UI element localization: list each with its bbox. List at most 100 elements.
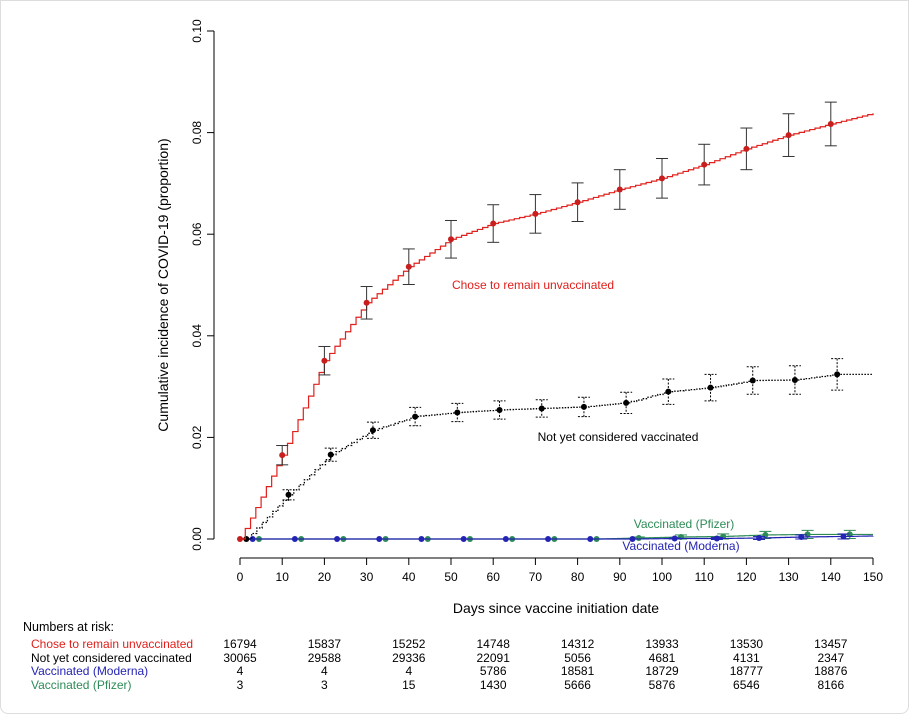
risk-count: 1430 bbox=[479, 677, 507, 692]
risk-row-label: Vaccinated (Moderna) bbox=[31, 664, 149, 678]
data-point bbox=[334, 536, 341, 542]
data-point bbox=[285, 491, 292, 498]
data-point bbox=[279, 452, 286, 459]
risk-count: 14748 bbox=[476, 637, 510, 651]
x-tick-label: 40 bbox=[402, 570, 416, 584]
data-point bbox=[749, 377, 756, 384]
risk-table-title: Numbers at risk: bbox=[23, 620, 114, 634]
data-point bbox=[363, 299, 370, 306]
data-point bbox=[665, 388, 672, 395]
risk-count: 4 bbox=[321, 664, 328, 678]
data-point bbox=[545, 536, 552, 542]
data-point bbox=[376, 536, 383, 542]
risk-count: 4131 bbox=[733, 650, 760, 665]
risk-count: 15 bbox=[402, 677, 416, 692]
x-tick-label: 50 bbox=[444, 570, 458, 584]
risk-count: 13933 bbox=[645, 637, 679, 651]
x-tick-label: 100 bbox=[652, 570, 672, 584]
y-tick-label: 0.08 bbox=[190, 121, 204, 145]
risk-count: 16794 bbox=[223, 637, 257, 651]
data-point bbox=[762, 531, 769, 538]
x-tick-label: 140 bbox=[821, 570, 841, 584]
data-point bbox=[454, 409, 461, 416]
data-point bbox=[791, 376, 798, 383]
data-point bbox=[743, 145, 750, 152]
data-point bbox=[502, 536, 509, 542]
risk-count: 15252 bbox=[392, 637, 426, 651]
risk-count: 22091 bbox=[476, 650, 510, 665]
risk-count: 5666 bbox=[564, 677, 591, 692]
risk-count: 5056 bbox=[564, 650, 591, 665]
data-point bbox=[616, 186, 623, 193]
x-tick-label: 110 bbox=[695, 570, 714, 584]
data-point bbox=[538, 405, 545, 412]
x-tick-label: 120 bbox=[736, 570, 756, 584]
risk-count: 5876 bbox=[648, 677, 676, 692]
risk-row-label: Not yet considered vaccinated bbox=[31, 650, 192, 665]
risk-count: 4 bbox=[236, 664, 244, 678]
data-point bbox=[291, 536, 298, 542]
risk-count: 13530 bbox=[729, 637, 764, 651]
x-tick-label: 10 bbox=[276, 570, 290, 584]
data-point bbox=[713, 535, 720, 542]
risk-count: 18876 bbox=[814, 664, 848, 678]
data-point bbox=[629, 536, 636, 542]
series-markers-3 bbox=[255, 529, 856, 542]
risk-count: 18581 bbox=[560, 664, 595, 678]
data-point bbox=[798, 533, 805, 540]
risk-count: 15837 bbox=[307, 637, 342, 651]
data-point bbox=[701, 161, 708, 168]
risk-count: 14312 bbox=[560, 637, 595, 651]
data-point bbox=[804, 531, 811, 538]
data-point bbox=[834, 371, 841, 378]
series-markers-0 bbox=[237, 101, 837, 542]
data-point bbox=[671, 535, 678, 542]
y-tick-label: 0.02 bbox=[190, 425, 204, 449]
risk-row-label: Chose to remain unvaccinated bbox=[31, 637, 194, 651]
x-axis-label: Days since vaccine initiation date bbox=[453, 600, 659, 616]
risk-count: 4681 bbox=[648, 650, 676, 665]
x-tick-label: 20 bbox=[318, 570, 332, 584]
x-tick-label: 0 bbox=[237, 570, 244, 584]
data-point bbox=[707, 384, 714, 391]
risk-count: 29588 bbox=[307, 650, 342, 665]
data-point bbox=[327, 451, 334, 458]
data-point bbox=[249, 536, 256, 542]
data-point bbox=[756, 534, 763, 541]
data-point bbox=[321, 357, 328, 364]
series-annotation: Not yet considered vaccinated bbox=[538, 430, 699, 444]
data-point bbox=[580, 403, 587, 410]
series-annotation: Vaccinated (Pfizer) bbox=[634, 517, 734, 531]
data-point bbox=[448, 236, 454, 243]
data-point bbox=[369, 427, 376, 434]
x-tick-label: 130 bbox=[779, 570, 799, 584]
y-axis-label: Cumulative incidence of COVID-19 (propor… bbox=[155, 138, 171, 431]
data-point bbox=[405, 263, 412, 270]
series-line-1 bbox=[240, 373, 873, 540]
data-point bbox=[623, 399, 630, 406]
y-tick-label: 0.00 bbox=[190, 527, 204, 551]
risk-count: 29336 bbox=[392, 650, 426, 665]
data-point bbox=[827, 120, 834, 127]
risk-count: 2347 bbox=[817, 650, 845, 665]
risk-count: 5786 bbox=[479, 664, 507, 678]
x-tick-label: 30 bbox=[360, 570, 374, 584]
x-tick-label: 150 bbox=[863, 570, 883, 584]
series-line-0 bbox=[240, 113, 874, 540]
cumulative-incidence-chart: 0.00 0.02 0.04 0.06 0.08 0.10 0 10 20 30 40 50 60 70 8… bbox=[155, 19, 883, 616]
x-tick-label: 80 bbox=[571, 570, 585, 584]
risk-count: 30065 bbox=[223, 650, 257, 665]
series-annotation: Vaccinated (Moderna) bbox=[622, 539, 739, 553]
risk-count: 13457 bbox=[814, 637, 848, 651]
series-line-2 bbox=[240, 535, 874, 540]
data-point bbox=[587, 536, 594, 542]
data-point bbox=[412, 413, 419, 420]
risk-count: 6546 bbox=[733, 677, 760, 692]
data-point bbox=[237, 536, 243, 542]
risk-count: 8166 bbox=[817, 677, 845, 692]
data-point bbox=[496, 406, 503, 413]
risk-row-label: Vaccinated (Pfizer) bbox=[31, 677, 132, 692]
y-tick-label: 0.04 bbox=[190, 324, 204, 348]
y-tick-label: 0.06 bbox=[190, 222, 204, 246]
